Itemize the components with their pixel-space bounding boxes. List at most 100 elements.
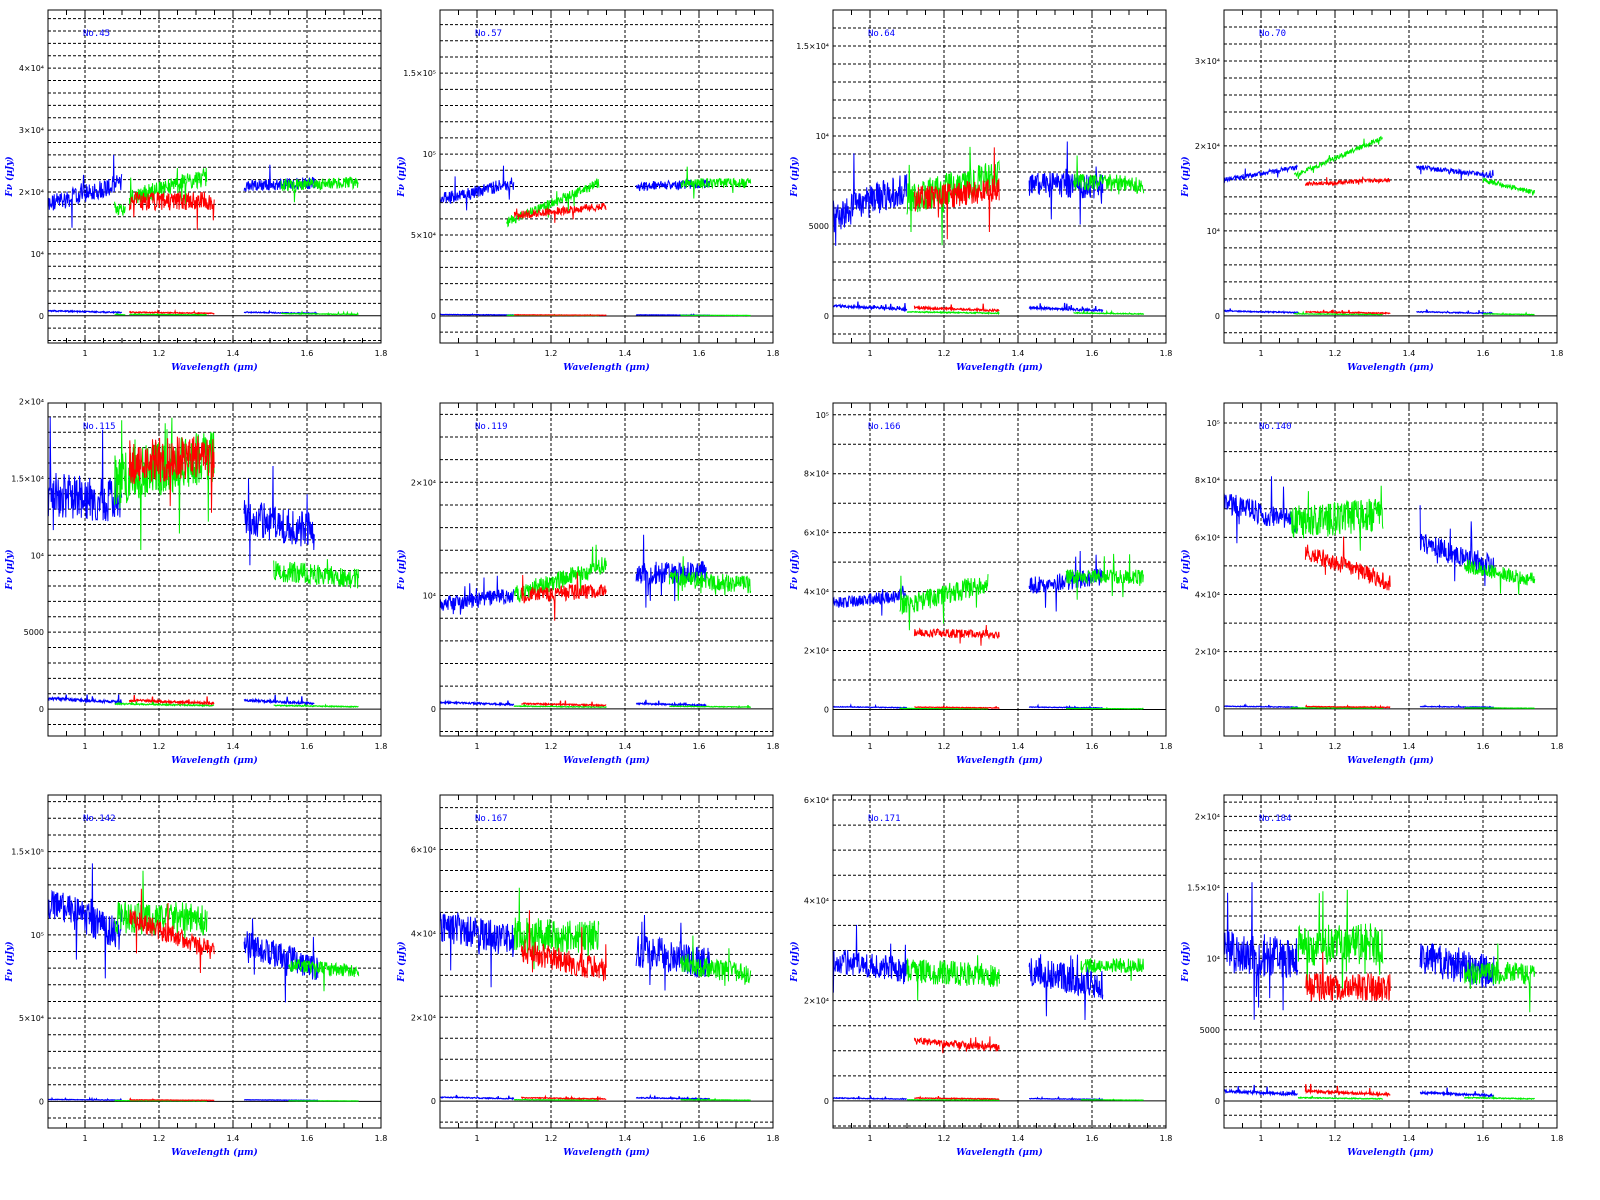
spectrum-panel: 1 1.2 1.4 1.6 1.8 0 5000 10⁴ 1.5×10⁴ No.64 Wavelen…	[789, 9, 1173, 373]
x-tick-label: 1.2	[153, 742, 166, 751]
x-tick-label: 1.6	[1086, 349, 1099, 358]
plot-frame	[1223, 794, 1558, 1129]
series-group	[833, 141, 1145, 316]
y-tick-label: 0	[431, 705, 436, 714]
y-tick-label: 10⁵	[31, 931, 44, 940]
error-spectrum-blue	[1224, 308, 1299, 315]
y-tick-label: 10⁴	[816, 132, 829, 141]
y-axis-label: Fν (μJy)	[4, 549, 15, 590]
x-tick-label: 1	[474, 1134, 479, 1143]
spectrum-red	[913, 624, 1000, 646]
spectrum-red	[1304, 536, 1391, 591]
spectrum-blue	[635, 178, 711, 192]
spectrum-blue	[1224, 882, 1299, 1020]
plot-frame	[832, 402, 1167, 737]
error-spectrum-red	[1305, 309, 1391, 316]
series-group	[833, 924, 1144, 1102]
x-tick-label: 1.8	[1160, 349, 1173, 358]
error-spectrum-green	[1065, 706, 1144, 710]
error-spectrum-blue	[48, 1096, 122, 1101]
y-tick-label: 6×10⁴	[1195, 533, 1220, 542]
y-tick-label: 10⁴	[1207, 227, 1220, 236]
x-tick-label: 1.6	[1086, 742, 1099, 751]
plot-frame	[47, 402, 382, 737]
y-tick-label: 8×10⁴	[804, 470, 829, 479]
y-tick-label: 4×10⁴	[1195, 591, 1220, 600]
x-tick-label: 1.6	[693, 742, 706, 751]
spectrum-red	[1304, 951, 1391, 1002]
spectrum-blue	[1028, 954, 1104, 1021]
spectrum-red	[1304, 176, 1391, 187]
x-tick-label: 1.4	[1403, 742, 1416, 751]
y-tick-label: 6×10⁴	[804, 529, 829, 538]
series-group	[833, 550, 1144, 710]
plot-frame	[832, 9, 1167, 344]
spectrum-blue	[1028, 141, 1104, 225]
plot-frame	[439, 9, 774, 344]
error-spectrum-blue	[440, 313, 514, 316]
y-tick-label: 10⁵	[1207, 419, 1220, 428]
x-tick-label: 1.2	[153, 349, 166, 358]
object-label: No.184	[1259, 814, 1292, 824]
x-axis-label: Wavelength (μm)	[1347, 755, 1434, 766]
x-tick-label: 1.2	[1329, 349, 1342, 358]
x-tick-label: 1.6	[301, 349, 314, 358]
series-group	[440, 534, 752, 709]
x-tick-label: 1.2	[545, 349, 558, 358]
spectrum-panel: 1 1.2 1.4 1.6 1.8 0 10⁴ 2×10⁴ 3×10⁴ No.70 Waveleng…	[1180, 9, 1563, 373]
x-tick-label: 1.8	[375, 1134, 388, 1143]
x-tick-label: 1.8	[1160, 742, 1173, 751]
spectrum-blue	[1419, 505, 1495, 587]
error-spectrum-blue	[440, 699, 515, 707]
spectrum-blue	[440, 165, 515, 211]
x-tick-label: 1.6	[693, 1134, 706, 1143]
object-label: No.119	[475, 422, 508, 432]
spectrum-blue	[48, 417, 123, 531]
spectrum-blue	[48, 154, 123, 228]
x-tick-label: 1.4	[227, 742, 240, 751]
error-spectrum-green	[114, 312, 126, 316]
spectrum-blue	[1419, 942, 1495, 988]
error-spectrum-blue	[1028, 703, 1104, 709]
series-group	[440, 887, 752, 1102]
spectrum-green	[1482, 177, 1535, 196]
spectrum-green	[513, 887, 600, 970]
y-tick-label: 4×10⁴	[804, 588, 829, 597]
object-label: No.45	[83, 29, 110, 39]
error-spectrum-green	[1080, 1098, 1144, 1101]
y-tick-label: 1.5×10⁵	[11, 848, 44, 857]
y-axis-label: Fν (μJy)	[789, 156, 800, 197]
spectrum-panel: 1 1.2 1.4 1.6 1.8 0 2×10⁴ 4×10⁴ 6×10⁴ No.167 Wavel…	[396, 794, 779, 1158]
y-tick-label: 5000	[809, 222, 829, 231]
spectrum-green	[114, 201, 126, 216]
y-tick-label: 10⁴	[423, 592, 436, 601]
x-tick-label: 1.2	[938, 1134, 951, 1143]
object-label: No.70	[1259, 29, 1286, 39]
y-tick-label: 8×10⁴	[1195, 476, 1220, 485]
spectrum-green	[1290, 485, 1384, 551]
spectrum-green	[273, 559, 359, 589]
error-spectrum-blue	[833, 1094, 907, 1101]
x-tick-label: 1.4	[619, 349, 632, 358]
plot-frame	[47, 9, 382, 344]
series-group	[1224, 476, 1536, 710]
spectrum-green	[114, 417, 215, 551]
x-axis-label: Wavelength (μm)	[171, 362, 258, 373]
y-tick-label: 1.5×10⁴	[11, 474, 44, 483]
error-spectrum-green	[273, 703, 359, 709]
spectrum-green	[906, 955, 1000, 1001]
spectrum-green	[680, 166, 752, 199]
x-tick-label: 1.4	[227, 1134, 240, 1143]
spectrum-green	[1073, 155, 1145, 195]
plot-frame	[47, 794, 382, 1129]
y-tick-label: 1.5×10⁵	[403, 69, 436, 78]
spectrum-blue	[1224, 476, 1299, 544]
x-tick-label: 1.4	[227, 349, 240, 358]
y-tick-label: 3×10⁴	[1195, 57, 1220, 66]
object-label: No.57	[475, 29, 502, 39]
spectrum-panel: 1 1.2 1.4 1.6 1.8 0 10⁴ 2×10⁴ No.119 Wavelength (…	[396, 402, 779, 766]
error-spectrum-red	[520, 1094, 607, 1101]
plot-frame	[439, 794, 774, 1129]
error-spectrum-blue	[1416, 309, 1494, 315]
y-tick-label: 4×10⁴	[411, 929, 436, 938]
